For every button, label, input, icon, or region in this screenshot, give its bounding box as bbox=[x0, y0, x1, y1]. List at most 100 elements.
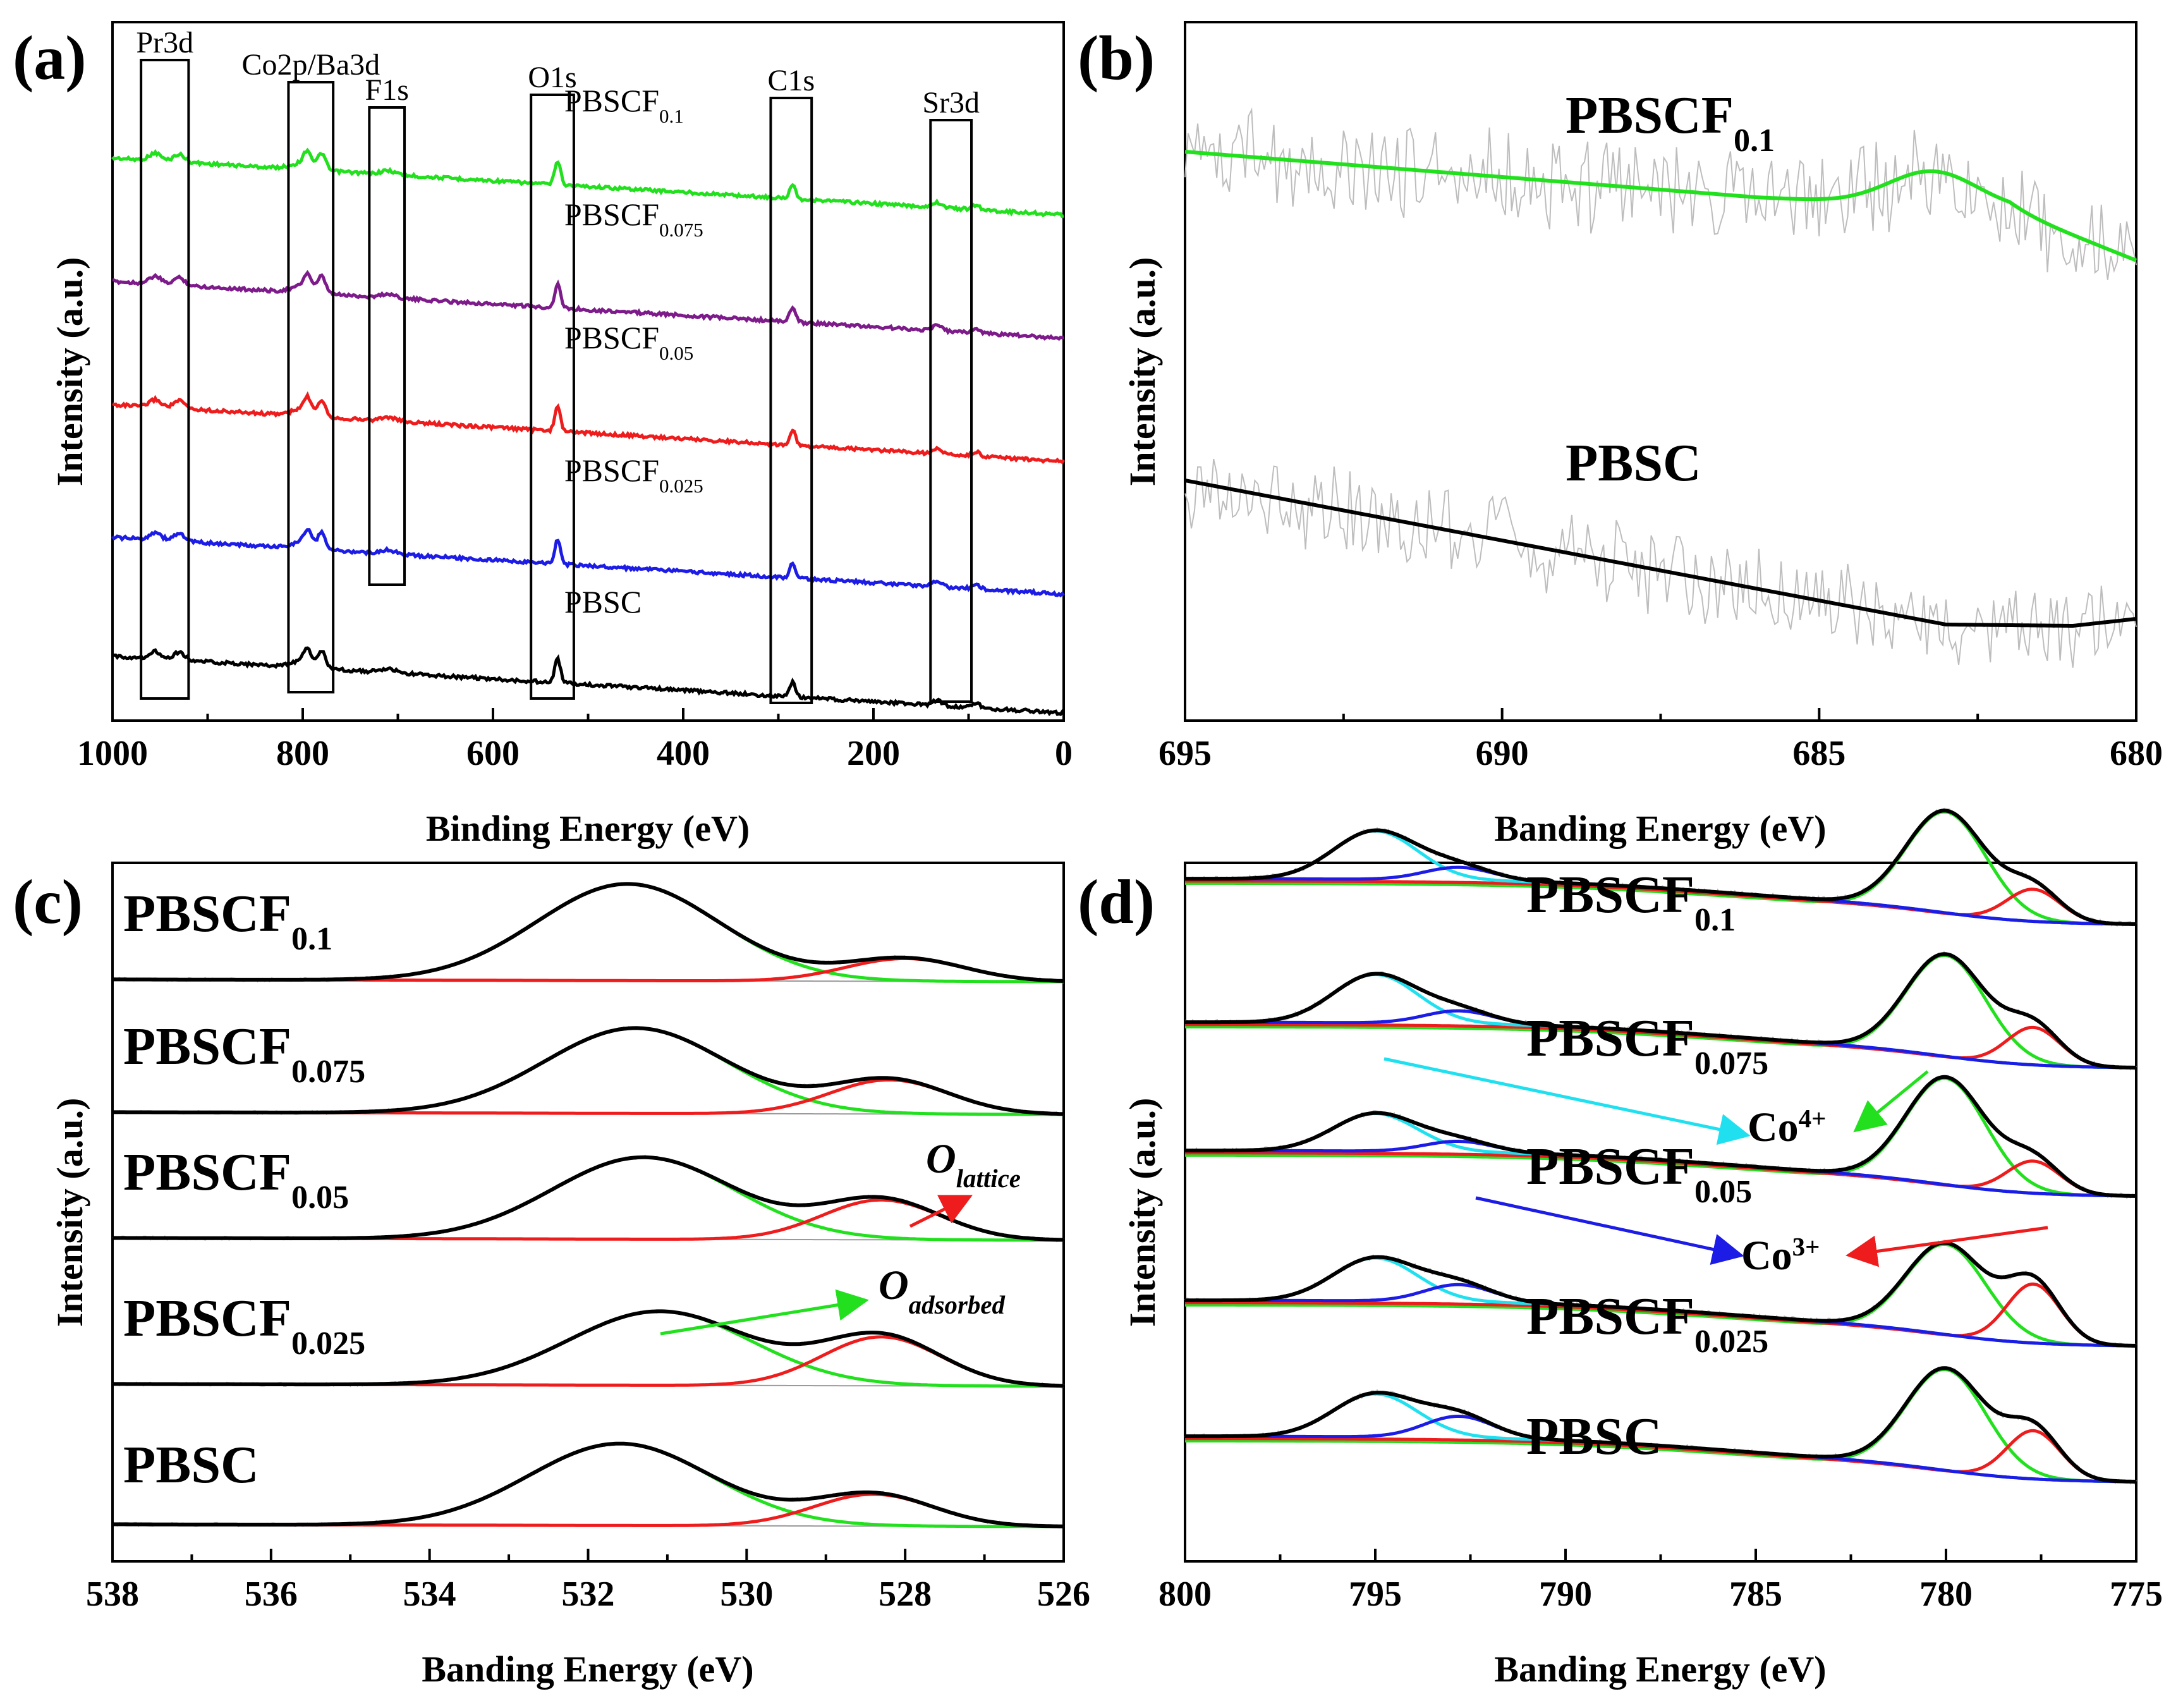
survey-line-pbsc bbox=[112, 646, 1066, 717]
o-adsorbed-arrow bbox=[660, 1289, 869, 1336]
panel-b-plot: PBSCF0.1 PBSC 695 690 685 680 bbox=[1158, 86, 2163, 773]
o1s-lattice-peak bbox=[112, 956, 1064, 983]
y-axis-title-d: Intensity (a.u.) bbox=[1122, 1098, 1163, 1327]
survey-label-pbsc: PBSC bbox=[564, 584, 642, 619]
co2p-envelope bbox=[1185, 1241, 2137, 1348]
peak-region-label: F1s bbox=[365, 73, 409, 107]
f1s-raw-0.1 bbox=[1184, 107, 2137, 280]
d-x-tick-label: 775 bbox=[2110, 1575, 2163, 1614]
co4-arrow-green bbox=[1853, 1070, 1929, 1133]
d-x-tick-label: 785 bbox=[1729, 1575, 1782, 1614]
panel-c-plot: PBSCF0.1 PBSCF0.075 PBSCF0.05 PBSCF0.025 PBS… bbox=[86, 882, 1090, 1614]
panel-label-b: (b) bbox=[1078, 23, 1155, 93]
f1s-label-0.1: PBSCF0.1 bbox=[1566, 86, 1775, 159]
a-x-tick-label: 200 bbox=[847, 734, 900, 773]
peak-region-box bbox=[530, 94, 575, 700]
co2p-co4-32-peak bbox=[1185, 1367, 2136, 1484]
survey-line-0.1 bbox=[111, 147, 1064, 219]
co2p-co4-32-peak bbox=[1185, 953, 2136, 1070]
survey-line-0.05 bbox=[112, 391, 1066, 465]
c-x-tick-label: 530 bbox=[720, 1575, 773, 1614]
co2p-co4-32-peak bbox=[1185, 1077, 2136, 1198]
survey-label-0.075: PBSCF0.075 bbox=[564, 197, 703, 241]
c-x-tick-label: 528 bbox=[879, 1575, 932, 1614]
o1s-envelope bbox=[112, 1026, 1064, 1116]
peak-region-box bbox=[287, 81, 335, 693]
a-x-tick-label: 600 bbox=[466, 734, 520, 773]
c-x-tick-label: 526 bbox=[1037, 1575, 1090, 1614]
f1s-fit-0.1 bbox=[1184, 150, 2137, 262]
a-x-tick-label: 1000 bbox=[77, 734, 148, 773]
peak-region-label: O1s bbox=[528, 61, 576, 94]
co2p-label-0.025: PBSCF0.025 bbox=[1526, 1287, 1768, 1360]
co2p-envelope bbox=[1185, 808, 2137, 926]
co2p-label-0.05: PBSCF0.05 bbox=[1526, 1137, 1752, 1210]
d-x-tick-label: 800 bbox=[1158, 1575, 1212, 1614]
a-x-tick-label: 400 bbox=[657, 734, 710, 773]
panel-d-plot: PBSCF0.1 PBSCF0.075 PBSCF0.05 PBSCF0.025 PBS… bbox=[1158, 807, 2163, 1614]
panel-a-plot: PBSCF0.1 PBSCF0.075 PBSCF0.05 PBSCF0.025 PBS… bbox=[77, 26, 1073, 773]
f1s-fit-pbsc bbox=[1184, 479, 2137, 628]
co2p-co4-32-peak bbox=[1185, 810, 2136, 926]
x-axis-title-d: Banding Energy (eV) bbox=[1494, 1649, 1826, 1690]
panel-label-c: (c) bbox=[13, 867, 83, 937]
b-x-tick-label: 680 bbox=[2110, 734, 2163, 773]
o1s-label-0.025: PBSCF0.025 bbox=[123, 1289, 365, 1362]
o1s-label-0.1: PBSCF0.1 bbox=[123, 884, 332, 957]
co2p-envelope bbox=[1185, 1075, 2137, 1198]
x-axis-title-a: Binding Energy (eV) bbox=[426, 808, 750, 849]
x-axis-title-b: Banding Energy (eV) bbox=[1494, 808, 1826, 849]
survey-line-0.075 bbox=[112, 270, 1064, 341]
peak-region-label: C1s bbox=[767, 64, 815, 97]
co2p-co4-32-peak bbox=[1185, 1242, 2136, 1348]
o1s-envelope bbox=[112, 882, 1064, 983]
co2p-envelope bbox=[1185, 1366, 2137, 1484]
d-x-tick-label: 795 bbox=[1349, 1575, 1402, 1614]
co2p-label-0.075: PBSCF0.075 bbox=[1526, 1009, 1768, 1082]
panel-label-d: (d) bbox=[1078, 867, 1155, 937]
peak-region-box bbox=[929, 119, 973, 703]
o-lattice-label: Olattice bbox=[926, 1136, 1021, 1193]
a-x-tick-label: 800 bbox=[276, 734, 329, 773]
d-x-tick-label: 780 bbox=[1919, 1575, 1973, 1614]
co3-label: Co3+ bbox=[1741, 1233, 1820, 1279]
c-x-tick-label: 538 bbox=[86, 1575, 139, 1614]
o-lattice-arrow bbox=[909, 1195, 973, 1228]
peak-region-label: Pr3d bbox=[136, 26, 193, 59]
f1s-label-pbsc: PBSC bbox=[1566, 434, 1701, 492]
b-x-tick-label: 690 bbox=[1476, 734, 1529, 773]
o1s-label-0.05: PBSCF0.05 bbox=[123, 1143, 349, 1216]
peak-region-box bbox=[769, 97, 813, 704]
co3-arrow-red bbox=[1846, 1226, 2048, 1267]
o1s-label-pbsc: PBSC bbox=[123, 1436, 259, 1494]
b-x-tick-label: 695 bbox=[1158, 734, 1212, 773]
y-axis-title-c: Intensity (a.u.) bbox=[49, 1098, 90, 1327]
peak-region-label: Co2p/Ba3d bbox=[241, 48, 380, 82]
x-axis-title-c: Banding Energy (eV) bbox=[422, 1649, 753, 1690]
survey-line-0.025 bbox=[111, 528, 1065, 598]
peak-region-box bbox=[368, 106, 406, 586]
survey-label-0.05: PBSCF0.05 bbox=[564, 320, 693, 364]
peak-region-label: Sr3d bbox=[922, 86, 980, 119]
o-adsorbed-label: Oadsorbed bbox=[879, 1262, 1005, 1319]
o1s-lattice-peak bbox=[112, 1492, 1064, 1528]
o1s-envelope bbox=[112, 1441, 1064, 1528]
a-x-tick-label: 0 bbox=[1055, 734, 1073, 773]
y-axis-title-b: Intensity (a.u.) bbox=[1122, 257, 1163, 487]
co3-arrow-blue bbox=[1475, 1196, 1744, 1265]
survey-label-0.025: PBSCF0.025 bbox=[564, 453, 703, 497]
b-x-tick-label: 685 bbox=[1792, 734, 1846, 773]
c-x-tick-label: 536 bbox=[245, 1575, 298, 1614]
panel-label-a: (a) bbox=[13, 23, 87, 93]
o1s-envelope bbox=[112, 1155, 1064, 1242]
peak-region-box bbox=[140, 59, 190, 700]
co2p-label-pbsc: PBSC bbox=[1526, 1407, 1662, 1466]
co2p-envelope bbox=[1185, 952, 2137, 1070]
c-x-tick-label: 532 bbox=[562, 1575, 615, 1614]
f1s-raw-pbsc bbox=[1184, 458, 2137, 668]
y-axis-title-a: Intensity (a.u.) bbox=[49, 257, 90, 487]
o1s-envelope bbox=[112, 1309, 1064, 1388]
survey-label-0.1: PBSCF0.1 bbox=[564, 83, 684, 127]
d-x-tick-label: 790 bbox=[1539, 1575, 1592, 1614]
